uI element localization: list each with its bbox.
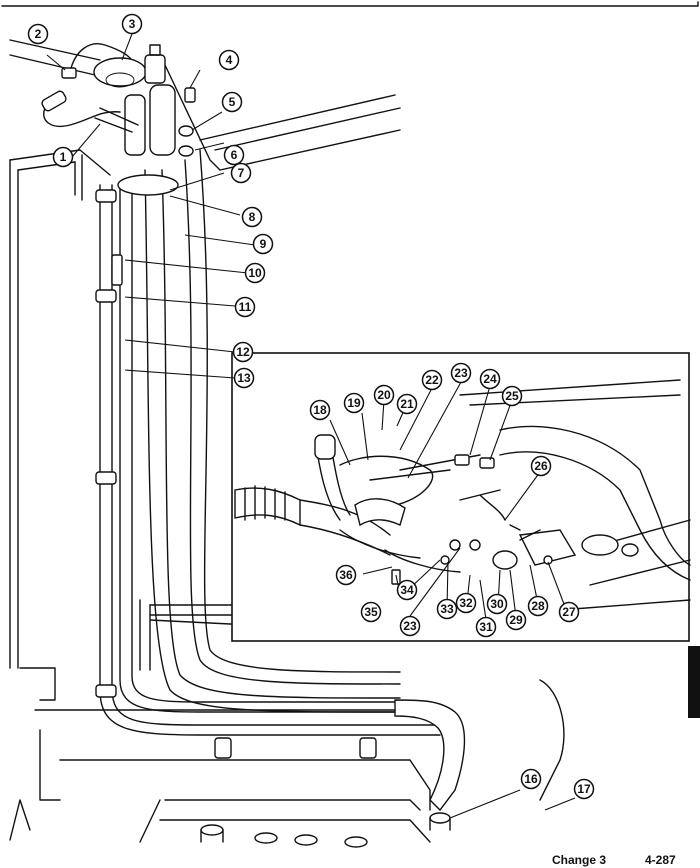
- callout-36: 36: [335, 564, 357, 586]
- svg-text:11: 11: [239, 300, 252, 314]
- callout-27: 27: [558, 601, 580, 623]
- page-number: 4-287: [645, 853, 676, 867]
- svg-text:6: 6: [231, 148, 238, 162]
- svg-text:20: 20: [377, 388, 391, 402]
- svg-text:25: 25: [505, 389, 519, 403]
- callout-6: 6: [223, 144, 245, 166]
- callout-17: 17: [573, 778, 595, 800]
- callout-16: 16: [520, 768, 542, 790]
- hose-bundle: [95, 149, 466, 831]
- svg-text:5: 5: [229, 95, 236, 109]
- svg-text:2: 2: [35, 27, 42, 41]
- leader-lines: [46, 33, 576, 819]
- top-fittings: [41, 43, 196, 157]
- callout-33: 33: [436, 598, 458, 620]
- svg-text:22: 22: [425, 373, 439, 387]
- callout-13: 13: [233, 367, 255, 389]
- callout-31: 31: [475, 616, 497, 638]
- callout-29: 29: [505, 609, 527, 631]
- cab-frame: [9, 39, 565, 843]
- svg-text:16: 16: [524, 772, 538, 786]
- svg-text:23: 23: [403, 619, 417, 633]
- callout-21: 21: [396, 393, 418, 415]
- header-box-edge: [1, 1, 699, 7]
- svg-text:30: 30: [490, 597, 504, 611]
- svg-text:28: 28: [531, 599, 545, 613]
- callout-28: 28: [527, 595, 549, 617]
- callout-4: 4: [218, 49, 240, 71]
- svg-text:34: 34: [400, 583, 414, 597]
- callout-25: 25: [501, 385, 523, 407]
- callout-23-lower: 23: [399, 615, 421, 637]
- svg-text:17: 17: [577, 782, 591, 796]
- svg-text:13: 13: [237, 371, 251, 385]
- callout-10: 10: [244, 262, 266, 284]
- callout-11: 11: [234, 296, 256, 318]
- callout-22: 22: [421, 369, 443, 391]
- callout-24: 24: [479, 368, 501, 390]
- svg-text:8: 8: [249, 210, 256, 224]
- callout-23-upper: 23: [450, 362, 472, 384]
- svg-text:29: 29: [509, 613, 523, 627]
- callout-9: 9: [252, 233, 274, 255]
- svg-text:24: 24: [483, 372, 497, 386]
- svg-text:12: 12: [236, 345, 250, 359]
- svg-text:27: 27: [562, 605, 576, 619]
- inset-detail: [231, 352, 691, 642]
- callout-20: 20: [373, 384, 395, 406]
- callout-5: 5: [221, 91, 243, 113]
- svg-text:33: 33: [440, 602, 454, 616]
- svg-text:10: 10: [248, 266, 262, 280]
- svg-text:21: 21: [400, 397, 414, 411]
- svg-text:9: 9: [260, 237, 267, 251]
- svg-text:31: 31: [479, 620, 493, 634]
- callout-30: 30: [486, 593, 508, 615]
- svg-text:19: 19: [347, 396, 361, 410]
- callout-3: 3: [121, 13, 143, 35]
- callout-2: 2: [27, 23, 49, 45]
- callout-7: 7: [230, 162, 252, 184]
- callout-32: 32: [455, 592, 477, 614]
- control-knobs: [200, 824, 368, 848]
- callout-8: 8: [241, 206, 263, 228]
- section-tab-marker: [688, 646, 700, 718]
- svg-text:1: 1: [60, 150, 67, 164]
- callout-18: 18: [309, 399, 331, 421]
- svg-text:36: 36: [339, 568, 353, 582]
- svg-text:32: 32: [459, 596, 473, 610]
- svg-text:18: 18: [313, 403, 327, 417]
- svg-text:3: 3: [129, 17, 136, 31]
- callout-26: 26: [530, 455, 552, 477]
- change-label: Change 3: [552, 853, 606, 867]
- callout-1: 1: [52, 146, 74, 168]
- svg-text:26: 26: [534, 459, 548, 473]
- inset-frame: [231, 352, 690, 642]
- svg-text:35: 35: [364, 605, 378, 619]
- callout-35: 35: [360, 601, 382, 623]
- svg-text:7: 7: [238, 166, 245, 180]
- svg-text:23: 23: [454, 366, 468, 380]
- callout-12: 12: [232, 341, 254, 363]
- svg-text:4: 4: [226, 53, 233, 67]
- callout-19: 19: [343, 392, 365, 414]
- callout-34: 34: [396, 579, 418, 601]
